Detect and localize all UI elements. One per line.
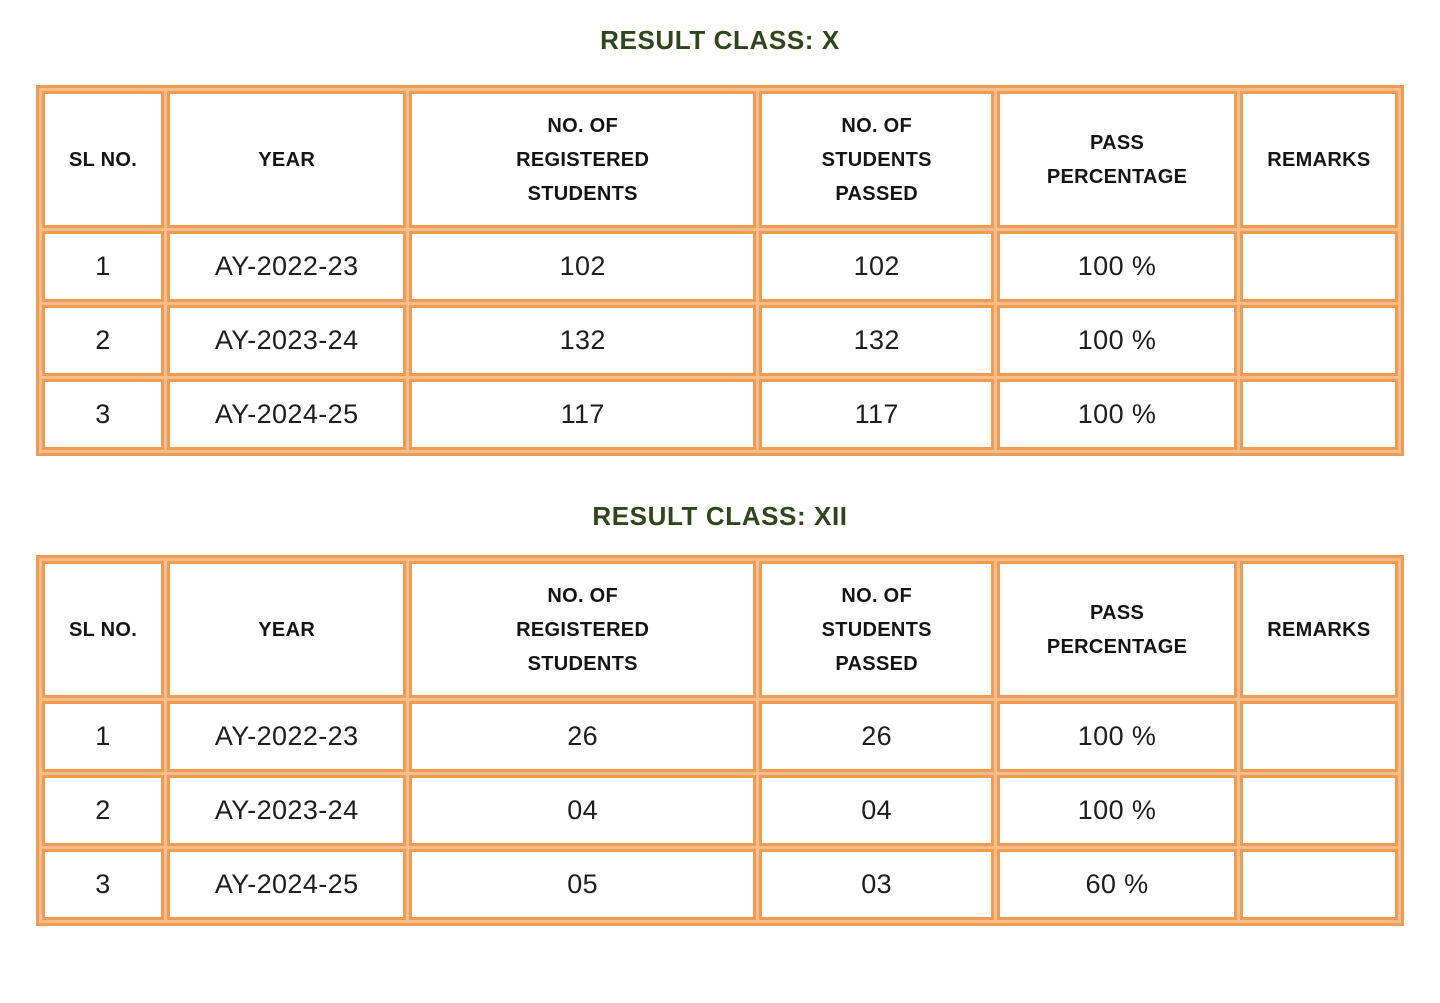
table-row: 2 AY-2023-24 132 132 100 %	[42, 305, 1398, 376]
cell-registered: 102	[409, 231, 757, 302]
col-header-sl-no: SL NO.	[42, 561, 165, 698]
cell-remarks	[1239, 701, 1398, 772]
col-header-students-passed: NO. OF STUDENTS PASSED	[759, 91, 995, 228]
cell-sl-no: 2	[42, 305, 165, 376]
results-page: RESULT CLASS: X SL NO. YEAR NO. OF REGIS…	[36, 25, 1404, 926]
col-header-year: YEAR	[167, 91, 407, 228]
cell-passed: 102	[759, 231, 995, 302]
col-header-sl-no: SL NO.	[42, 91, 165, 228]
cell-sl-no: 2	[42, 775, 165, 846]
cell-remarks	[1239, 849, 1398, 920]
cell-passed: 04	[759, 775, 995, 846]
col-header-year: YEAR	[167, 561, 407, 698]
col-header-remarks: REMARKS	[1239, 91, 1398, 228]
cell-year: AY-2024-25	[167, 849, 407, 920]
cell-registered: 132	[409, 305, 757, 376]
col-header-pass-percentage: PASS PERCENTAGE	[997, 561, 1237, 698]
cell-pass-percentage: 100 %	[997, 305, 1237, 376]
cell-sl-no: 1	[42, 701, 165, 772]
cell-year: AY-2022-23	[167, 231, 407, 302]
cell-registered: 26	[409, 701, 757, 772]
cell-year: AY-2023-24	[167, 305, 407, 376]
cell-passed: 03	[759, 849, 995, 920]
cell-pass-percentage: 100 %	[997, 231, 1237, 302]
col-header-students-passed: NO. OF STUDENTS PASSED	[759, 561, 995, 698]
col-header-pass-percentage: PASS PERCENTAGE	[997, 91, 1237, 228]
cell-remarks	[1239, 775, 1398, 846]
section-title-class-x: RESULT CLASS: X	[600, 25, 840, 55]
table-row: 1 AY-2022-23 26 26 100 %	[42, 701, 1398, 772]
cell-remarks	[1239, 379, 1398, 450]
cell-pass-percentage: 100 %	[997, 379, 1237, 450]
cell-sl-no: 1	[42, 231, 165, 302]
col-header-registered-students: NO. OF REGISTERED STUDENTS	[409, 91, 757, 228]
table-row: 1 AY-2022-23 102 102 100 %	[42, 231, 1398, 302]
cell-registered: 05	[409, 849, 757, 920]
results-table-class-xii: SL NO. YEAR NO. OF REGISTERED STUDENTS N…	[36, 555, 1404, 926]
cell-pass-percentage: 60 %	[997, 849, 1237, 920]
cell-remarks	[1239, 305, 1398, 376]
cell-year: AY-2023-24	[167, 775, 407, 846]
section-title-class-xii: RESULT CLASS: XII	[592, 501, 848, 531]
header-row: SL NO. YEAR NO. OF REGISTERED STUDENTS N…	[42, 91, 1398, 228]
cell-sl-no: 3	[42, 379, 165, 450]
cell-year: AY-2024-25	[167, 379, 407, 450]
table-row: 2 AY-2023-24 04 04 100 %	[42, 775, 1398, 846]
cell-registered: 04	[409, 775, 757, 846]
header-row: SL NO. YEAR NO. OF REGISTERED STUDENTS N…	[42, 561, 1398, 698]
cell-pass-percentage: 100 %	[997, 775, 1237, 846]
cell-passed: 26	[759, 701, 995, 772]
cell-pass-percentage: 100 %	[997, 701, 1237, 772]
col-header-remarks: REMARKS	[1239, 561, 1398, 698]
cell-remarks	[1239, 231, 1398, 302]
cell-sl-no: 3	[42, 849, 165, 920]
cell-registered: 117	[409, 379, 757, 450]
cell-passed: 132	[759, 305, 995, 376]
col-header-registered-students: NO. OF REGISTERED STUDENTS	[409, 561, 757, 698]
table-row: 3 AY-2024-25 05 03 60 %	[42, 849, 1398, 920]
cell-passed: 117	[759, 379, 995, 450]
cell-year: AY-2022-23	[167, 701, 407, 772]
results-table-class-x: SL NO. YEAR NO. OF REGISTERED STUDENTS N…	[36, 85, 1404, 456]
table-row: 3 AY-2024-25 117 117 100 %	[42, 379, 1398, 450]
